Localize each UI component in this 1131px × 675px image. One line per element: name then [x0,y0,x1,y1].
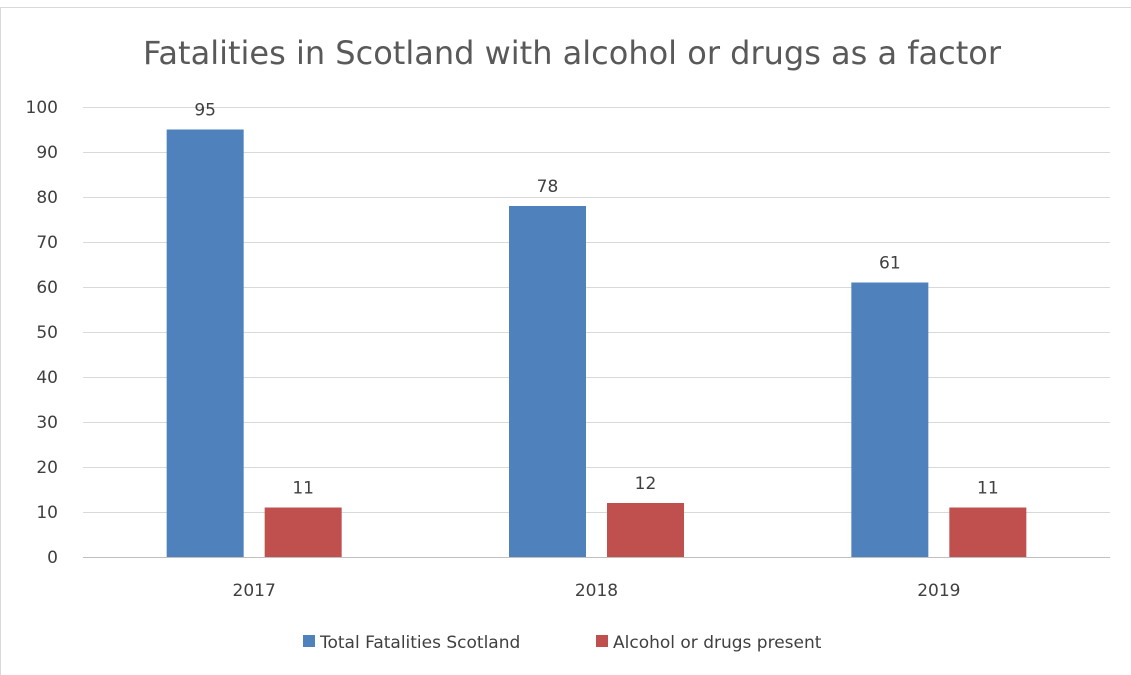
bar [851,282,929,557]
y-tick-label: 50 [36,323,58,343]
y-tick-label: 80 [36,188,58,208]
bar [264,507,342,557]
data-label: 11 [977,479,999,499]
x-tick-label: 2018 [575,581,618,601]
bar [949,507,1027,557]
y-tick-label: 10 [36,503,58,523]
y-tick-label: 100 [26,98,58,118]
y-tick-label: 0 [47,548,58,568]
x-tick-label: 2019 [917,581,960,601]
legend-label: Total Fatalities Scotland [319,633,520,653]
legend-swatch [596,635,608,647]
y-tick-label: 60 [36,278,58,298]
bar [509,206,586,557]
bar [166,129,244,557]
y-tick-label: 20 [36,458,58,478]
legend-swatch [303,635,315,647]
x-axis-ticks: 2017 2018 2019 [233,581,961,601]
bars [166,129,1027,557]
data-label: 11 [292,479,314,499]
y-tick-label: 40 [36,368,58,388]
y-axis-ticks: 0 10 20 30 40 50 60 70 80 90 100 [26,98,58,568]
data-label: 95 [194,101,216,121]
y-tick-label: 30 [36,413,58,433]
y-tick-label: 90 [36,143,58,163]
data-label: 78 [537,177,559,197]
x-tick-label: 2017 [233,581,276,601]
legend-label: Alcohol or drugs present [613,633,822,653]
data-label: 12 [635,474,657,494]
data-label: 61 [879,254,901,274]
chart-title: Fatalities in Scotland with alcohol or d… [143,34,1002,72]
gridlines [83,107,1110,558]
data-labels: 95 11 78 12 61 11 [194,101,998,499]
y-tick-label: 70 [36,233,58,253]
legend: Total Fatalities Scotland Alcohol or drug… [303,633,822,653]
bar [607,503,684,557]
